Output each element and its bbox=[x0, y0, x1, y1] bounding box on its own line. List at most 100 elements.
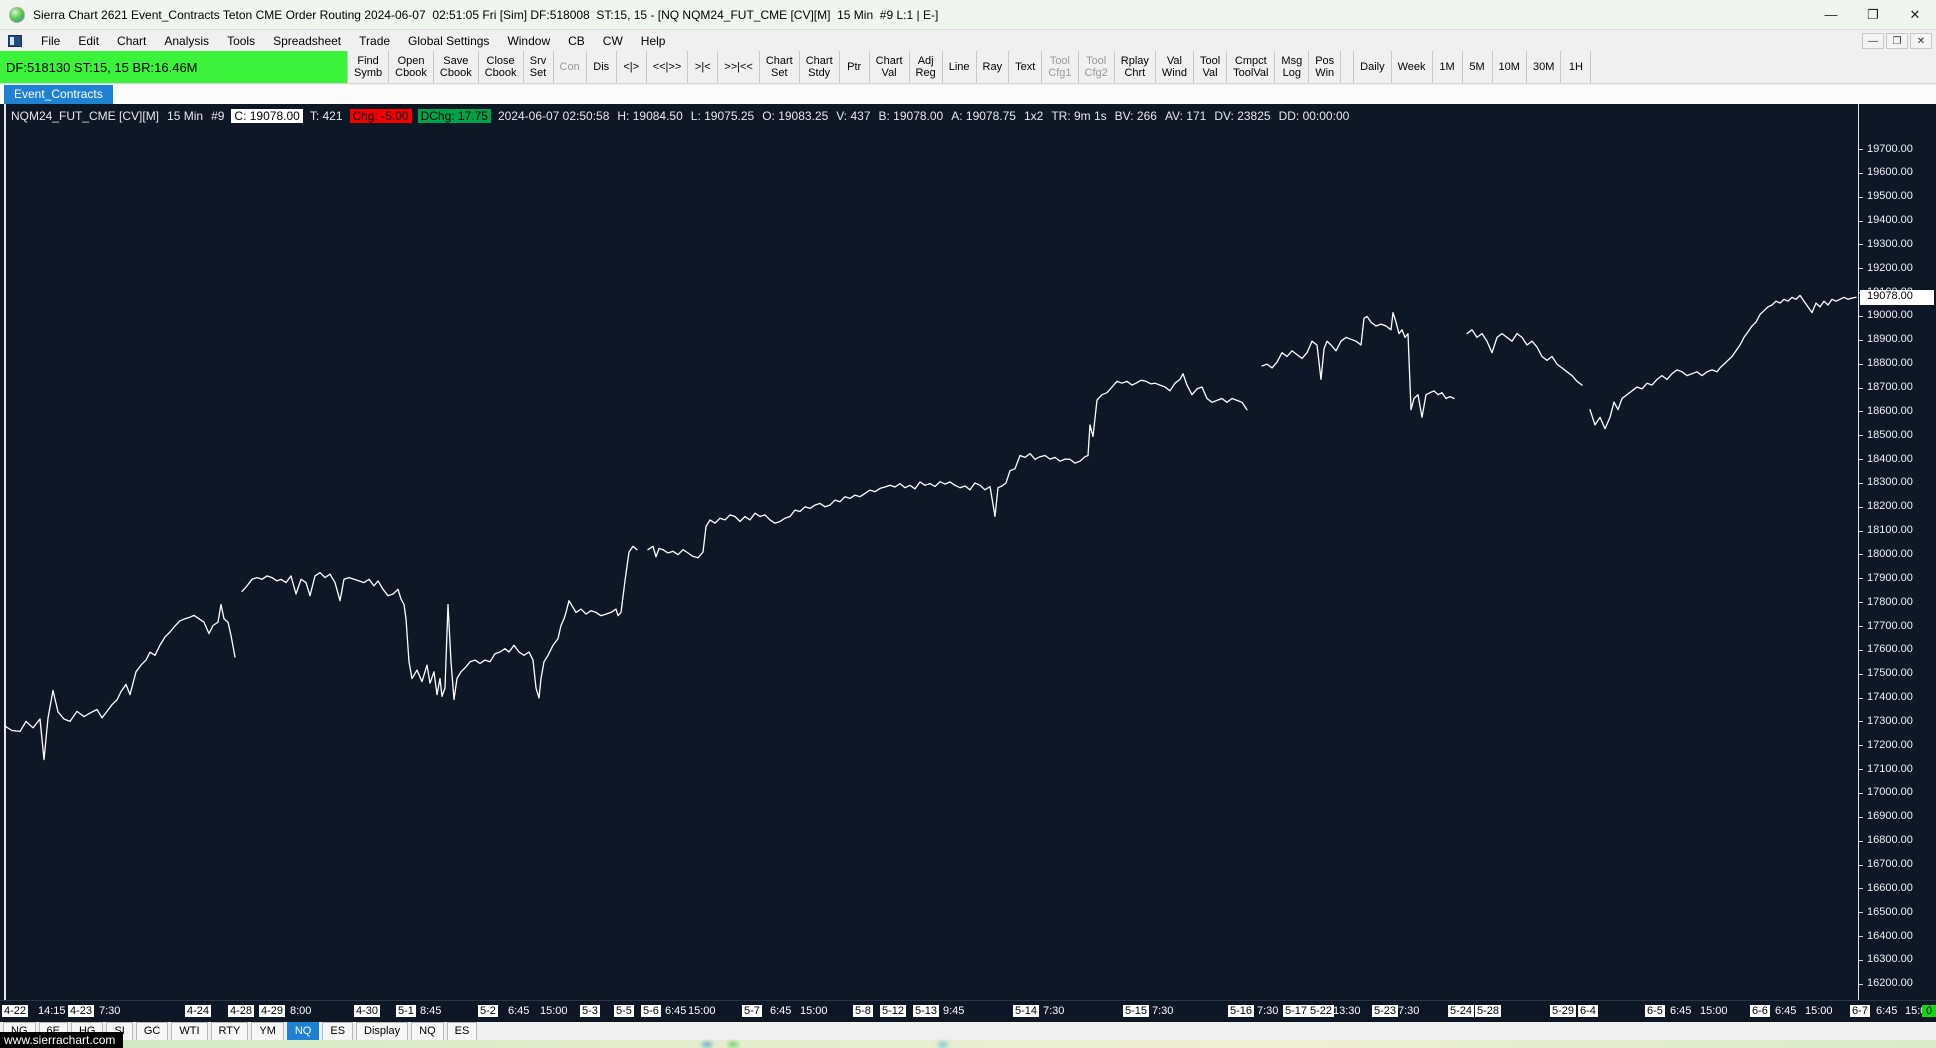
header-seg-14: 1x2 bbox=[1023, 109, 1044, 123]
mdi-restore-button[interactable]: ❐ bbox=[1886, 33, 1908, 49]
toolbar-srv-set[interactable]: Srv Set bbox=[524, 51, 554, 83]
symbol-button-display-10[interactable]: Display bbox=[356, 1022, 409, 1041]
symbol-button-wti-5[interactable]: WTI bbox=[171, 1022, 208, 1041]
window-controls: — ❐ ✕ bbox=[1810, 0, 1936, 30]
toolbar-daily[interactable]: Daily bbox=[1353, 51, 1392, 83]
toolbar--[interactable]: >>|<< bbox=[718, 51, 760, 83]
price-tick-label: 19500.00 bbox=[1867, 190, 1913, 203]
menu-global-settings[interactable]: Global Settings bbox=[408, 34, 490, 48]
toolbar-find-symb[interactable]: Find Symb bbox=[347, 51, 390, 83]
price-tick bbox=[1859, 149, 1863, 150]
price-axis[interactable]: 19700.00 19600.00 19500.00 19400.00 19300.00… bbox=[1858, 104, 1936, 1000]
toolbar-ptr[interactable]: Ptr bbox=[840, 51, 870, 83]
toolbar-line[interactable]: Line bbox=[943, 51, 977, 83]
toolbar-val-wind[interactable]: Val Wind bbox=[1156, 51, 1194, 83]
time-axis-label: 6:45 bbox=[1670, 1005, 1692, 1017]
price-tick bbox=[1859, 459, 1863, 461]
menu-window[interactable]: Window bbox=[507, 34, 551, 48]
symbol-button-es-9[interactable]: ES bbox=[322, 1022, 354, 1041]
chart-plot-area[interactable]: NQM24_FUT_CME [CV][M] 15 Min #9 C: 19078.00… bbox=[0, 104, 1858, 1000]
symbol-button-nq-8[interactable]: NQ bbox=[286, 1022, 320, 1041]
mdi-close-button[interactable]: ✕ bbox=[1910, 33, 1932, 49]
toolbar-cmpct-toolval[interactable]: Cmpct ToolVal bbox=[1227, 51, 1276, 83]
header-seg-5: Chg: -5.00 bbox=[349, 109, 412, 123]
price-tick-label: 17800.00 bbox=[1867, 595, 1913, 608]
time-axis-label: 15:00 bbox=[1700, 1005, 1728, 1017]
toolbar--[interactable]: >|< bbox=[688, 51, 719, 83]
toolbar-10m[interactable]: 10M bbox=[1493, 51, 1527, 83]
toolbar-1m[interactable]: 1M bbox=[1433, 51, 1463, 83]
menu-file[interactable]: File bbox=[41, 34, 61, 48]
toolbar-week[interactable]: Week bbox=[1392, 51, 1433, 83]
mdi-minimize-button[interactable]: — bbox=[1862, 33, 1884, 49]
price-tick bbox=[1859, 840, 1863, 842]
toolbar--[interactable]: <<|>> bbox=[647, 51, 689, 83]
price-tick bbox=[1859, 792, 1863, 794]
price-tick-label: 19600.00 bbox=[1867, 166, 1913, 179]
chart-header-readout: NQM24_FUT_CME [CV][M] 15 Min #9 C: 19078.00… bbox=[10, 109, 1350, 123]
toolbar-pos-win[interactable]: Pos Win bbox=[1309, 51, 1342, 83]
chartbook-tab-bar: Event_Contracts bbox=[0, 85, 1936, 104]
price-tick bbox=[1859, 959, 1863, 961]
toolbar-chart-stdy[interactable]: Chart Stdy bbox=[800, 51, 840, 83]
tab-event-contracts[interactable]: Event_Contracts bbox=[4, 85, 113, 104]
time-axis-label: 5-29 bbox=[1550, 1005, 1577, 1017]
chart-window-icon[interactable] bbox=[8, 35, 22, 47]
control-bar: DF:518130 ST:15, 15 BR:16.46M Find Symb Op… bbox=[0, 51, 1936, 84]
time-axis-label: 4-30 bbox=[354, 1005, 381, 1017]
toolbar-rplay-chrt[interactable]: Rplay Chrt bbox=[1115, 51, 1156, 83]
toolbar-close-cbook[interactable]: Close Cbook bbox=[479, 51, 524, 83]
menu-edit[interactable]: Edit bbox=[78, 34, 100, 48]
price-tick-label: 18000.00 bbox=[1867, 547, 1913, 560]
header-seg-12: B: 19078.00 bbox=[878, 109, 944, 123]
toolbar-text[interactable]: Text bbox=[1009, 51, 1043, 83]
toolbar-chart-set[interactable]: Chart Set bbox=[760, 51, 800, 83]
symbol-button-gc-4[interactable]: GC bbox=[135, 1022, 169, 1041]
header-seg-7: 2024-06-07 02:50:58 bbox=[497, 109, 610, 123]
symbol-button-es-12[interactable]: ES bbox=[446, 1022, 478, 1041]
menu-trade[interactable]: Trade bbox=[359, 34, 391, 48]
toolbar--[interactable]: <|> bbox=[617, 51, 647, 83]
maximize-button[interactable]: ❐ bbox=[1867, 6, 1879, 22]
menu-analysis[interactable]: Analysis bbox=[164, 34, 210, 48]
symbol-button-rty-6[interactable]: RTY bbox=[210, 1022, 249, 1041]
toolbar-tool-cfg1: Tool Cfg1 bbox=[1042, 51, 1079, 83]
minimize-button[interactable]: — bbox=[1824, 7, 1838, 22]
price-line-chart bbox=[4, 294, 1857, 761]
time-axis[interactable]: 4-22 14:15 4-23 7:30 4-24 4-28 4-29 8:00 4-30 5-1… bbox=[0, 1000, 1936, 1022]
time-axis-label: 5-23 bbox=[1372, 1005, 1399, 1017]
toolbar-5m[interactable]: 5M bbox=[1463, 51, 1493, 83]
price-tick-label: 17600.00 bbox=[1867, 643, 1913, 656]
toolbar-30m[interactable]: 30M bbox=[1527, 51, 1562, 83]
symbol-button-nq-11[interactable]: NQ bbox=[411, 1022, 444, 1041]
price-tick bbox=[1859, 530, 1863, 532]
menu-tools[interactable]: Tools bbox=[227, 34, 256, 48]
header-seg-4: T: 421 bbox=[309, 109, 343, 123]
price-tick-label: 16600.00 bbox=[1867, 881, 1913, 894]
toolbar-open-cbook[interactable]: Open Cbook bbox=[389, 51, 434, 83]
window-title: Sierra Chart 2621 Event_Contracts Teton … bbox=[33, 7, 939, 22]
time-axis-label: 5-28 bbox=[1475, 1005, 1502, 1017]
toolbar-dis[interactable]: Dis bbox=[587, 51, 617, 83]
toolbar-msg-log[interactable]: Msg Log bbox=[1275, 51, 1310, 83]
close-button[interactable]: ✕ bbox=[1909, 6, 1921, 22]
price-tick-label: 19400.00 bbox=[1867, 214, 1913, 227]
time-axis-label: 6-7 bbox=[1850, 1005, 1870, 1017]
time-axis-label: 8:45 bbox=[420, 1005, 442, 1017]
menu-spreadsheet[interactable]: Spreadsheet bbox=[273, 34, 342, 48]
toolbar-ray[interactable]: Ray bbox=[977, 51, 1010, 83]
price-tick-label: 18600.00 bbox=[1867, 404, 1913, 417]
toolbar-chart-val[interactable]: Chart Val bbox=[870, 51, 910, 83]
price-tick bbox=[1859, 339, 1863, 341]
menu-cw[interactable]: CW bbox=[602, 34, 623, 48]
toolbar-adj-reg[interactable]: Adj Reg bbox=[910, 51, 943, 83]
toolbar-1h[interactable]: 1H bbox=[1561, 51, 1592, 83]
toolbar-tool-val[interactable]: Tool Val bbox=[1194, 51, 1228, 83]
symbol-button-ym-7[interactable]: YM bbox=[251, 1022, 284, 1041]
time-axis-label: 6:45 bbox=[508, 1005, 530, 1017]
menu-chart[interactable]: Chart bbox=[117, 34, 147, 48]
price-tick-label: 18500.00 bbox=[1867, 428, 1913, 441]
menu-help[interactable]: Help bbox=[640, 34, 666, 48]
toolbar-save-cbook[interactable]: Save Cbook bbox=[434, 51, 479, 83]
menu-cb[interactable]: CB bbox=[568, 34, 585, 48]
